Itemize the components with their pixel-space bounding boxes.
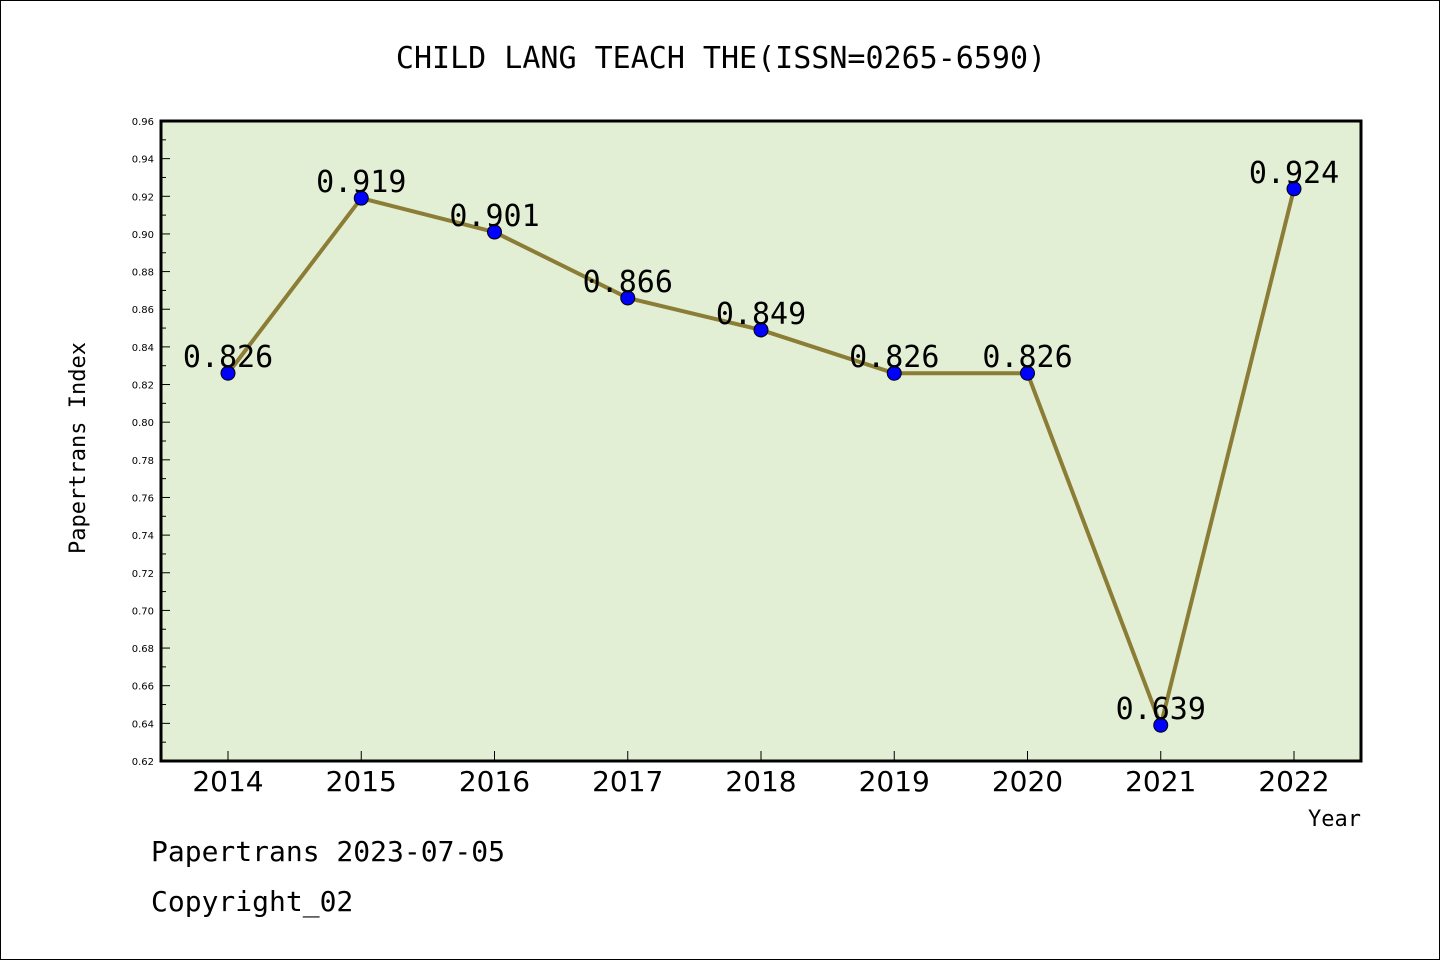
footer-copyright: Copyright_02 bbox=[151, 885, 354, 918]
y-tick-label: 0.96 bbox=[132, 117, 154, 128]
y-tick-label: 0.92 bbox=[132, 192, 154, 203]
chart-title: CHILD LANG TEACH THE(ISSN=0265-6590) bbox=[396, 41, 1046, 76]
y-tick-label: 0.76 bbox=[132, 493, 154, 504]
axis-ticks: 0.62 0.64 0.66 0.68 0.70 0.72 0.74 0.76 0.78 0.80… bbox=[132, 117, 1330, 798]
data-point bbox=[353, 190, 369, 206]
data-point bbox=[886, 365, 902, 381]
x-tick-label: 2017 bbox=[592, 765, 663, 798]
x-tick-label: 2014 bbox=[192, 765, 263, 798]
x-tick-label: 2020 bbox=[992, 765, 1063, 798]
x-tick-label: 2021 bbox=[1125, 765, 1196, 798]
y-axis-label: Papertrans Index bbox=[66, 342, 91, 554]
data-label: 0.826 bbox=[982, 340, 1072, 375]
footer-date: Papertrans 2023-07-05 bbox=[151, 835, 506, 868]
data-point bbox=[1020, 365, 1035, 381]
x-tick-label: 2015 bbox=[326, 765, 397, 798]
y-tick-label: 0.64 bbox=[132, 719, 154, 730]
y-tick-label: 0.74 bbox=[132, 531, 154, 542]
data-label: 0.849 bbox=[716, 297, 806, 332]
data-label: 0.919 bbox=[316, 165, 406, 200]
plot-frame bbox=[159, 119, 1363, 763]
data-labels: 0.826 0.919 0.901 0.866 0.849 0.826 0.826 0.639… bbox=[183, 156, 1339, 727]
data-label: 0.639 bbox=[1116, 692, 1206, 727]
data-label: 0.866 bbox=[583, 265, 673, 300]
data-label: 0.924 bbox=[1249, 156, 1339, 191]
data-point bbox=[620, 290, 636, 306]
x-tick-label: 2018 bbox=[725, 765, 796, 798]
data-label: 0.826 bbox=[183, 340, 273, 375]
plot-area bbox=[161, 121, 1361, 761]
data-point bbox=[1286, 181, 1302, 197]
y-tick-label: 0.84 bbox=[132, 343, 154, 354]
y-tick-label: 0.80 bbox=[132, 418, 154, 429]
x-axis-label: Year bbox=[1308, 807, 1361, 832]
x-tick-label: 2019 bbox=[859, 765, 930, 798]
data-point bbox=[220, 365, 236, 381]
x-tick-label: 2016 bbox=[459, 765, 530, 798]
x-tick-label: 2022 bbox=[1258, 765, 1329, 798]
data-point bbox=[487, 224, 502, 240]
y-tick-label: 0.62 bbox=[132, 757, 154, 768]
data-point bbox=[1153, 717, 1169, 733]
y-tick-label: 0.70 bbox=[132, 606, 154, 617]
data-label: 0.901 bbox=[449, 199, 539, 234]
y-tick-label: 0.72 bbox=[132, 569, 154, 580]
series-layer bbox=[220, 181, 1302, 733]
y-tick-label: 0.88 bbox=[132, 268, 154, 279]
data-point bbox=[753, 322, 769, 338]
y-tick-label: 0.90 bbox=[132, 230, 154, 241]
y-tick-label: 0.68 bbox=[132, 644, 154, 655]
y-tick-label: 0.66 bbox=[132, 682, 154, 693]
data-label: 0.826 bbox=[849, 340, 939, 375]
y-tick-label: 0.82 bbox=[132, 381, 154, 392]
y-tick-label: 0.78 bbox=[132, 456, 154, 467]
y-tick-label: 0.86 bbox=[132, 305, 154, 316]
y-tick-label: 0.94 bbox=[132, 155, 154, 166]
